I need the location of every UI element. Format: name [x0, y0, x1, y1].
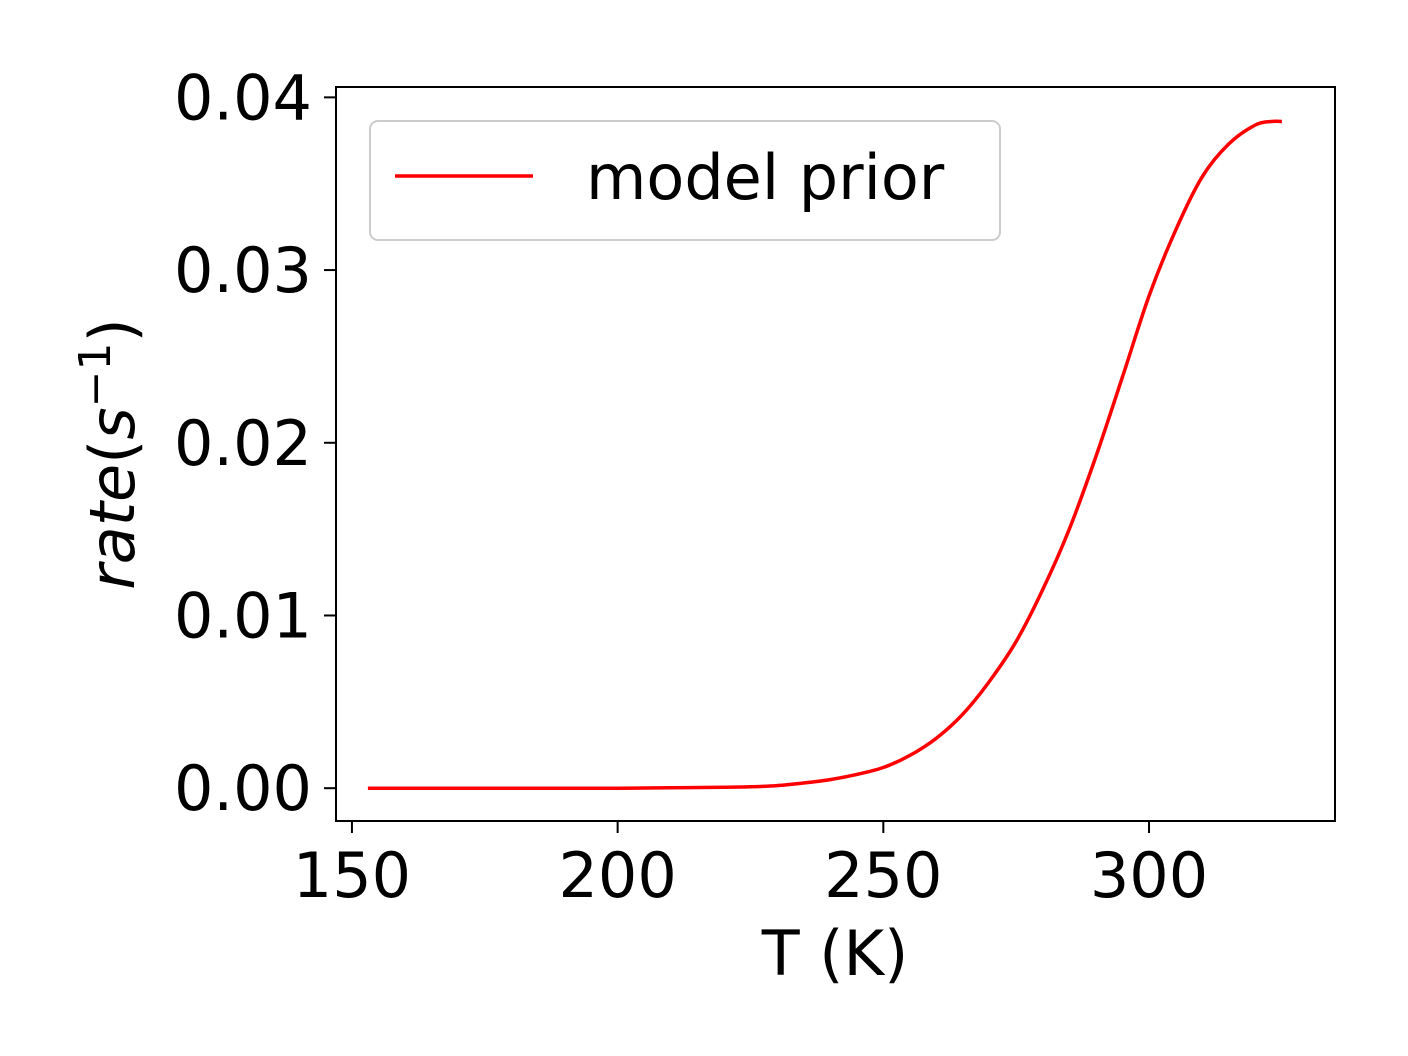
legend-label: model prior — [586, 141, 945, 214]
y-label-open-paren: ( — [76, 440, 149, 464]
x-axis-label: T (K) — [761, 917, 909, 990]
x-axis: 150 200 250 300 — [293, 821, 1208, 912]
legend-box — [369, 120, 1001, 241]
y-tick-label: 0.04 — [174, 61, 312, 134]
x-tick-label: 150 — [293, 839, 411, 912]
y-label-exponent: −1 — [70, 342, 121, 407]
x-tick-label: 250 — [824, 839, 942, 912]
y-tick-label: 0.02 — [174, 407, 312, 480]
y-label-variable: s — [76, 407, 149, 439]
y-tick-label: 0.03 — [174, 234, 312, 307]
y-axis-label: rate(s−1) — [70, 318, 149, 590]
series-line-model-prior — [367, 119, 1282, 790]
y-axis: 0.00 0.01 0.02 0.03 0.04 — [174, 61, 336, 825]
y-label-rate: rate — [76, 464, 149, 590]
y-tick-label: 0.00 — [174, 752, 312, 825]
legend: model prior — [369, 120, 1001, 241]
y-tick-label: 0.01 — [174, 579, 312, 652]
y-label-close-paren: ) — [76, 318, 149, 342]
x-tick-label: 300 — [1090, 839, 1208, 912]
x-tick-label: 200 — [558, 839, 676, 912]
series-layer — [367, 119, 1282, 790]
plot-frame — [335, 86, 1336, 822]
